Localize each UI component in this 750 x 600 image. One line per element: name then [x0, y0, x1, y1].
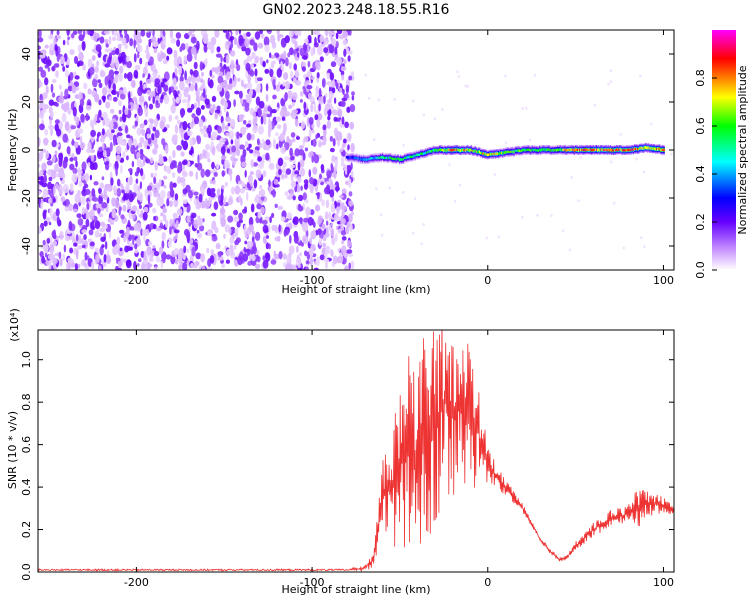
- x-tick-label: -200: [124, 274, 149, 287]
- signal-point: [486, 153, 490, 157]
- signal-point: [381, 155, 384, 159]
- colorbar: 0.0 0.2 0.4 0.6 0.8 Normalized spectral ampl…: [694, 30, 749, 279]
- snr-x-ticks: -200 -100 0 100: [124, 330, 674, 589]
- x-tick-label: 100: [653, 576, 674, 589]
- signal-point: [521, 148, 525, 152]
- x-tick-label: 100: [653, 274, 674, 287]
- snr-y-scale-note: (x10⁴): [8, 308, 21, 342]
- spectrogram-y-ticks: -40 -20 0 20 40: [20, 47, 674, 255]
- colorbar-label: Normalized spectral amplitude: [736, 65, 749, 234]
- y-tick-label: 0: [20, 147, 33, 154]
- y-tick-label: 40: [20, 47, 33, 61]
- colorbar-gradient: [712, 30, 736, 270]
- noise-speckles: [38, 30, 673, 270]
- x-tick-label: -100: [300, 274, 325, 287]
- signal-point: [503, 151, 507, 154]
- signal-band: [345, 142, 665, 165]
- signal-point: [451, 148, 454, 152]
- snr-panel: -200 -100 0 100 0.0 0.2 0.4 0.6 0.8 1.0 Height o…: [6, 308, 675, 596]
- signal-point: [363, 158, 367, 162]
- y-tick-label: 0.4: [20, 478, 33, 496]
- y-tick-label: 0.6: [20, 436, 33, 454]
- colorbar-tick-label: 0.0: [694, 261, 707, 279]
- signal-point: [345, 155, 349, 159]
- x-tick-label: -200: [124, 576, 149, 589]
- spectrogram-x-ticks: -200 -100 0 100: [124, 30, 674, 287]
- signal-point: [662, 148, 665, 152]
- signal-point: [468, 148, 472, 152]
- x-tick-label: 0: [484, 274, 491, 287]
- colorbar-tick-label: 0.6: [694, 117, 707, 135]
- colorbar-ticks: 0.0 0.2 0.4 0.6 0.8: [694, 69, 717, 279]
- x-tick-label: 0: [484, 576, 491, 589]
- y-tick-label: 1.0: [20, 351, 33, 369]
- spectrogram-marks: [38, 30, 673, 270]
- snr-series-line: [38, 330, 674, 572]
- y-tick-label: -40: [20, 237, 33, 255]
- signal-point: [433, 148, 437, 152]
- y-tick-label: 0.8: [20, 393, 33, 411]
- x-tick-label: -100: [300, 576, 325, 589]
- figure-title: GN02.2023.248.18.55.R16: [263, 2, 450, 18]
- y-tick-label: 0.2: [20, 521, 33, 539]
- signal-point: [626, 148, 630, 152]
- y-tick-label: 0.0: [20, 563, 33, 581]
- snr-frame: [37, 329, 675, 573]
- spectrogram-x-label: Height of straight line (km): [281, 283, 430, 296]
- signal-point: [591, 148, 595, 152]
- snr-y-ticks: 0.0 0.2 0.4 0.6 0.8 1.0: [20, 351, 674, 581]
- signal-point: [644, 146, 648, 150]
- signal-point: [609, 148, 613, 152]
- colorbar-tick-label: 0.4: [694, 165, 707, 183]
- colorbar-tick-label: 0.8: [694, 69, 707, 87]
- signal-point: [416, 153, 419, 157]
- snr-x-label: Height of straight line (km): [281, 583, 430, 596]
- y-tick-label: 20: [20, 95, 33, 109]
- signal-point: [574, 148, 577, 152]
- spectrogram-y-label: Frequency (Hz): [6, 109, 19, 192]
- signal-point: [539, 148, 542, 152]
- signal-point: [556, 148, 560, 152]
- signal-point: [398, 158, 402, 162]
- colorbar-tick-label: 0.2: [694, 213, 707, 231]
- snr-y-label: SNR (10 * v/v): [6, 411, 19, 489]
- snr-plot-area: [38, 330, 674, 572]
- y-tick-label: -20: [20, 189, 33, 207]
